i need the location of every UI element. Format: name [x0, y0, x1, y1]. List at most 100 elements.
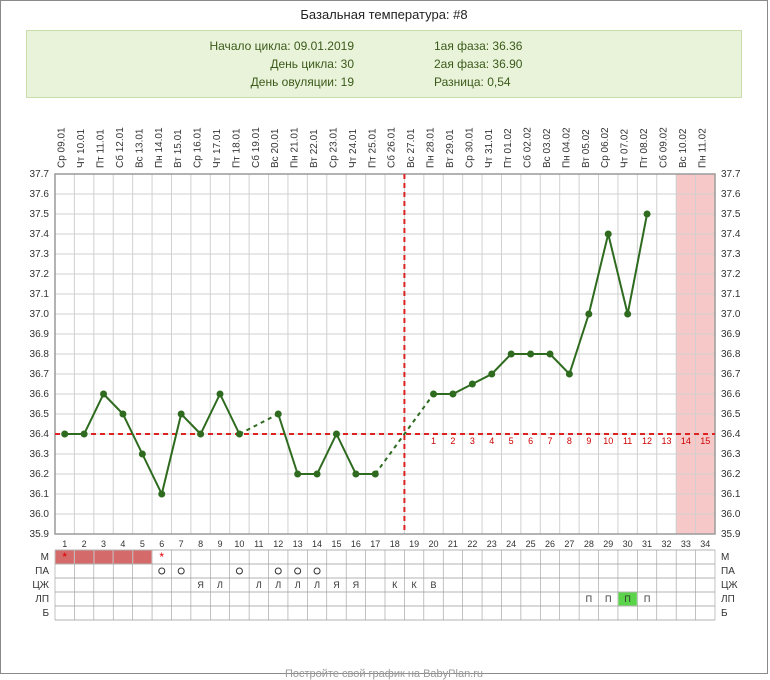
svg-text:27: 27 [564, 539, 574, 549]
svg-text:21: 21 [448, 539, 458, 549]
info-box: Начало цикла: 09.01.2019 День цикла: 30 … [26, 30, 742, 98]
svg-text:ПА: ПА [35, 566, 49, 577]
svg-text:ЛП: ЛП [721, 594, 735, 605]
svg-text:Ср 06.02: Ср 06.02 [600, 127, 611, 168]
svg-text:1: 1 [431, 436, 436, 446]
svg-text:19: 19 [409, 539, 419, 549]
svg-text:12: 12 [273, 539, 283, 549]
svg-text:Вт 05.02: Вт 05.02 [581, 129, 592, 168]
svg-text:4: 4 [489, 436, 494, 446]
svg-text:37.2: 37.2 [30, 269, 50, 280]
svg-text:*: * [62, 550, 67, 564]
svg-text:Чт 31.01: Чт 31.01 [484, 129, 495, 168]
svg-text:Сб 02.02: Сб 02.02 [522, 127, 534, 168]
svg-text:Пт 08.02: Пт 08.02 [639, 128, 650, 168]
svg-text:Пн 21.01: Пн 21.01 [290, 127, 301, 168]
svg-text:36.4: 36.4 [30, 429, 50, 440]
footnote: Постройте свой график на BabyPlan.ru [1, 668, 767, 680]
svg-text:25: 25 [526, 539, 536, 549]
svg-text:15: 15 [331, 539, 341, 549]
svg-text:32: 32 [661, 539, 671, 549]
svg-text:9: 9 [586, 436, 591, 446]
svg-text:10: 10 [234, 539, 244, 549]
svg-text:36.5: 36.5 [30, 409, 50, 420]
svg-text:7: 7 [547, 436, 552, 446]
info-start: Начало цикла: 09.01.2019 [37, 37, 384, 55]
svg-text:36.0: 36.0 [30, 509, 50, 520]
svg-text:37.7: 37.7 [721, 169, 741, 180]
svg-text:Пн 04.02: Пн 04.02 [561, 127, 572, 168]
svg-text:34: 34 [700, 539, 710, 549]
svg-text:Л: Л [295, 580, 301, 590]
svg-text:36.2: 36.2 [721, 469, 741, 480]
svg-text:Б: Б [42, 608, 49, 619]
svg-text:36.0: 36.0 [721, 509, 741, 520]
svg-text:Чт 07.02: Чт 07.02 [620, 129, 631, 168]
svg-text:Чт 24.01: Чт 24.01 [348, 129, 359, 168]
svg-text:36.7: 36.7 [30, 369, 50, 380]
svg-text:В: В [431, 580, 437, 590]
svg-text:М: М [41, 552, 49, 563]
svg-text:36.1: 36.1 [30, 489, 50, 500]
svg-text:20: 20 [429, 539, 439, 549]
svg-text:6: 6 [159, 539, 164, 549]
svg-text:Пт 25.01: Пт 25.01 [367, 128, 378, 168]
svg-text:37.0: 37.0 [721, 309, 741, 320]
svg-text:37.1: 37.1 [721, 289, 741, 300]
svg-text:Пн 11.02: Пн 11.02 [697, 128, 708, 168]
svg-text:5: 5 [509, 436, 514, 446]
svg-text:11: 11 [623, 436, 632, 446]
svg-text:2: 2 [82, 539, 87, 549]
svg-text:22: 22 [467, 539, 477, 549]
info-day: День цикла: 30 [37, 55, 384, 73]
svg-text:37.6: 37.6 [30, 189, 50, 200]
svg-text:Чт 17.01: Чт 17.01 [212, 129, 223, 168]
svg-text:36.3: 36.3 [721, 449, 741, 460]
svg-text:*: * [159, 550, 164, 564]
svg-text:Я: Я [197, 580, 204, 590]
svg-text:8: 8 [198, 539, 203, 549]
svg-text:М: М [721, 552, 729, 563]
svg-text:37.1: 37.1 [30, 289, 50, 300]
svg-text:14: 14 [681, 436, 691, 446]
svg-text:Пн 14.01: Пн 14.01 [154, 127, 165, 168]
svg-text:37.6: 37.6 [721, 189, 741, 200]
svg-text:Сб 26.01: Сб 26.01 [386, 127, 398, 168]
svg-text:28: 28 [584, 539, 594, 549]
svg-text:37.0: 37.0 [30, 309, 50, 320]
svg-text:Вт 29.01: Вт 29.01 [445, 129, 456, 168]
svg-text:2: 2 [450, 436, 455, 446]
svg-text:16: 16 [351, 539, 361, 549]
svg-text:37.3: 37.3 [721, 249, 741, 260]
svg-text:Вс 27.01: Вс 27.01 [406, 128, 417, 168]
svg-text:Ср 23.01: Ср 23.01 [328, 127, 339, 168]
info-diff: Разница: 0,54 [384, 73, 731, 91]
svg-text:Л: Л [256, 580, 262, 590]
svg-text:Пт 11.01: Пт 11.01 [96, 129, 107, 168]
svg-text:П: П [586, 594, 592, 604]
svg-text:26: 26 [545, 539, 555, 549]
svg-text:П: П [624, 594, 630, 604]
svg-text:33: 33 [681, 539, 691, 549]
svg-text:10: 10 [603, 436, 613, 446]
svg-text:15: 15 [700, 436, 710, 446]
svg-text:Чт 10.01: Чт 10.01 [76, 129, 87, 168]
svg-text:35.9: 35.9 [721, 529, 741, 540]
info-phase1: 1ая фаза: 36.36 [384, 37, 731, 55]
svg-text:36.1: 36.1 [721, 489, 741, 500]
svg-text:Л: Л [217, 580, 223, 590]
svg-text:6: 6 [528, 436, 533, 446]
svg-text:Я: Я [333, 580, 340, 590]
chart-title: Базальная температура: #8 [1, 7, 767, 22]
svg-text:Ср 16.01: Ср 16.01 [193, 127, 204, 168]
svg-text:4: 4 [120, 539, 125, 549]
svg-text:37.3: 37.3 [30, 249, 50, 260]
svg-text:Вс 03.02: Вс 03.02 [542, 128, 553, 168]
svg-text:23: 23 [487, 539, 497, 549]
svg-text:5: 5 [140, 539, 145, 549]
svg-text:14: 14 [312, 539, 322, 549]
svg-text:ЛП: ЛП [35, 594, 49, 605]
svg-text:Л: Л [314, 580, 320, 590]
chart-frame: Базальная температура: #8 Начало цикла: … [0, 0, 768, 674]
svg-text:Я: Я [353, 580, 360, 590]
